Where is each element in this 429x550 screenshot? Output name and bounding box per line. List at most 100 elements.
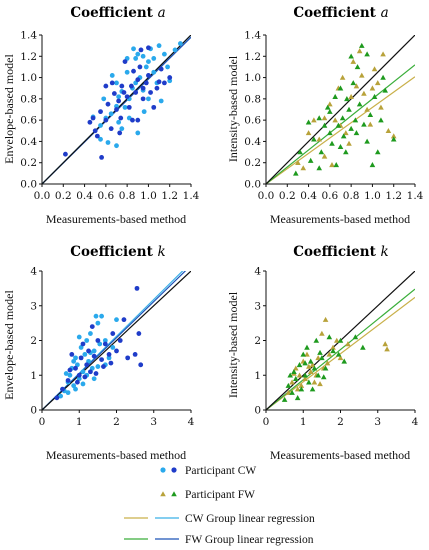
legend-item-cw-regression: CW Group linear regression [124, 513, 315, 525]
data-point-fw [293, 375, 299, 381]
data-point-fw [138, 362, 144, 368]
data-point-cw [98, 136, 103, 142]
data-point-cw [165, 64, 170, 70]
regression-line-cw [266, 76, 415, 184]
x-tick-label: 0.4 [300, 190, 317, 202]
panel-title-prefix: Coefficient [70, 5, 153, 21]
data-point-fw [108, 360, 114, 366]
panel-title-symbol: a [381, 5, 389, 21]
data-point-fw [344, 96, 350, 102]
data-point-fw [73, 365, 78, 371]
data-point-cw [133, 56, 139, 61]
data-point-fw [285, 382, 292, 388]
data-point-fw [302, 372, 308, 378]
panel-title-prefix: Coefficient [70, 244, 153, 260]
data-point-fw [95, 338, 101, 343]
data-point-fw [343, 149, 349, 155]
data-point-cw [321, 115, 328, 121]
x-tick-label: 0 [263, 416, 270, 428]
panel-envelope-k: Coefficient k 0 1 2 3 4 0 1 2 3 4 Measurements-ba… [2, 244, 195, 462]
y-tick-label: 2 [30, 335, 37, 347]
data-point-cw [356, 48, 363, 54]
data-point-fw [126, 104, 132, 110]
data-point-fw [281, 396, 288, 402]
data-point-cw [114, 143, 119, 149]
data-point-fw [296, 362, 303, 368]
data-point-cw [358, 72, 365, 78]
data-point-cw [353, 83, 360, 89]
data-point-fw [131, 68, 136, 74]
data-point-fw [322, 365, 329, 371]
data-point-fw [117, 338, 123, 343]
x-tick-label: 1 [76, 416, 83, 428]
data-point-cw [58, 393, 64, 399]
y-tick-label: 2 [254, 335, 261, 347]
data-point-fw [99, 154, 104, 160]
data-point-fw [69, 352, 75, 357]
data-point-fw [63, 151, 68, 157]
data-point-fw [371, 93, 378, 99]
data-point-fw [92, 128, 98, 134]
x-axis-label: Measurements-based method [270, 448, 410, 462]
data-point-fw [54, 395, 60, 401]
x-tick-label: 0.2 [55, 190, 72, 202]
data-point-cw [311, 117, 317, 123]
data-point-cw [95, 320, 101, 326]
y-tick-label: 0.2 [20, 157, 37, 169]
legend-label: Participant CW [185, 465, 256, 477]
data-point-fw [114, 107, 119, 112]
data-point-fw [333, 162, 340, 168]
y-tick-label: 1.4 [20, 30, 37, 42]
y-tick-label: 0.6 [244, 115, 261, 127]
data-point-cw [135, 130, 141, 136]
data-point-fw [374, 149, 381, 155]
y-tick-label: 0.0 [20, 179, 37, 191]
data-point-fw [103, 117, 109, 123]
identity-line [42, 271, 191, 410]
y-axis-label: Intensity-based model [226, 55, 240, 162]
data-point-cw [324, 360, 331, 366]
data-point-fw [111, 91, 117, 96]
plot-area: 0 1 2 3 4 0 1 2 3 4 [30, 266, 195, 429]
data-point-cw [91, 348, 97, 354]
data-point-fw [154, 85, 160, 91]
legend-item-participant-cw: Participant CW [160, 465, 256, 477]
data-point-cw [110, 345, 116, 350]
x-tick-label: 1 [300, 416, 307, 428]
y-tick-label: 1 [254, 370, 261, 382]
legend-symbol-triangles [160, 491, 177, 497]
data-point-fw [88, 369, 93, 375]
data-point-cw [116, 119, 122, 125]
data-point-cw [285, 389, 292, 395]
data-point-fw [84, 362, 90, 368]
data-point-cw [108, 111, 114, 117]
data-point-fw [319, 355, 325, 361]
x-tick-label: 4 [188, 416, 195, 428]
data-point-cw [76, 334, 82, 340]
data-point-fw [304, 344, 310, 350]
data-point-fw [316, 165, 323, 171]
plot-area: 0.0 0.2 0.4 0.6 0.8 1.0 1.2 1.4 0.0 0.2 0.4 0.6 0.8 1… [20, 30, 199, 203]
data-point-cw [364, 106, 370, 112]
data-point-cw [99, 313, 104, 319]
data-point-cw [345, 341, 351, 347]
data-point-fw [80, 341, 86, 347]
data-point-fw [99, 357, 104, 363]
panel-title: Coefficient a [293, 5, 388, 21]
data-point-fw [364, 51, 370, 57]
data-point-fw [110, 331, 116, 336]
data-point-cw [315, 355, 321, 361]
data-point-cw [122, 104, 128, 110]
data-point-fw [151, 104, 157, 110]
data-point-fw [307, 358, 314, 364]
data-point-fw [318, 149, 325, 155]
x-tick-label: 3 [150, 416, 157, 428]
data-point-cw [109, 73, 115, 78]
data-point-cw [82, 352, 88, 357]
data-point-fw [117, 130, 123, 136]
y-tick-label: 1.4 [244, 30, 261, 42]
data-point-fw [148, 90, 153, 95]
data-point-cw [91, 376, 97, 382]
data-point-cw [172, 47, 178, 53]
data-point-fw [287, 372, 294, 378]
